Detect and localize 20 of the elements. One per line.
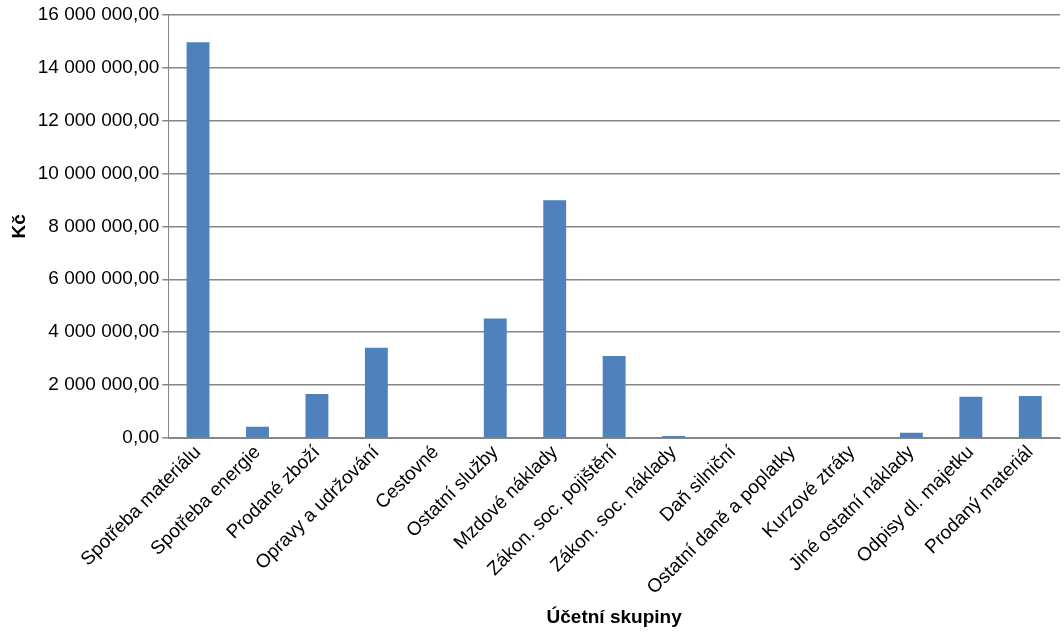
bar xyxy=(543,200,567,438)
x-axis-title: Účetní skupiny xyxy=(546,605,683,627)
bar xyxy=(186,42,210,438)
y-tick-label: 0,00 xyxy=(122,426,160,448)
bar xyxy=(1018,396,1042,438)
bar xyxy=(959,396,983,438)
y-tick-label: 14 000 000,00 xyxy=(37,55,160,77)
y-tick-label: 4 000 000,00 xyxy=(48,320,160,342)
bar xyxy=(364,347,388,438)
bar xyxy=(483,318,507,438)
bar xyxy=(305,393,329,438)
y-tick-label: 16 000 000,00 xyxy=(37,2,160,24)
y-tick-label: 6 000 000,00 xyxy=(48,267,160,289)
y-tick-label: 12 000 000,00 xyxy=(37,108,160,130)
y-tick-label: 2 000 000,00 xyxy=(48,373,160,395)
y-tick-label: 10 000 000,00 xyxy=(37,161,160,183)
y-axis-title: Kč xyxy=(7,213,29,239)
bar xyxy=(246,426,269,438)
bar xyxy=(602,356,626,438)
y-tick-label: 8 000 000,00 xyxy=(48,214,160,236)
